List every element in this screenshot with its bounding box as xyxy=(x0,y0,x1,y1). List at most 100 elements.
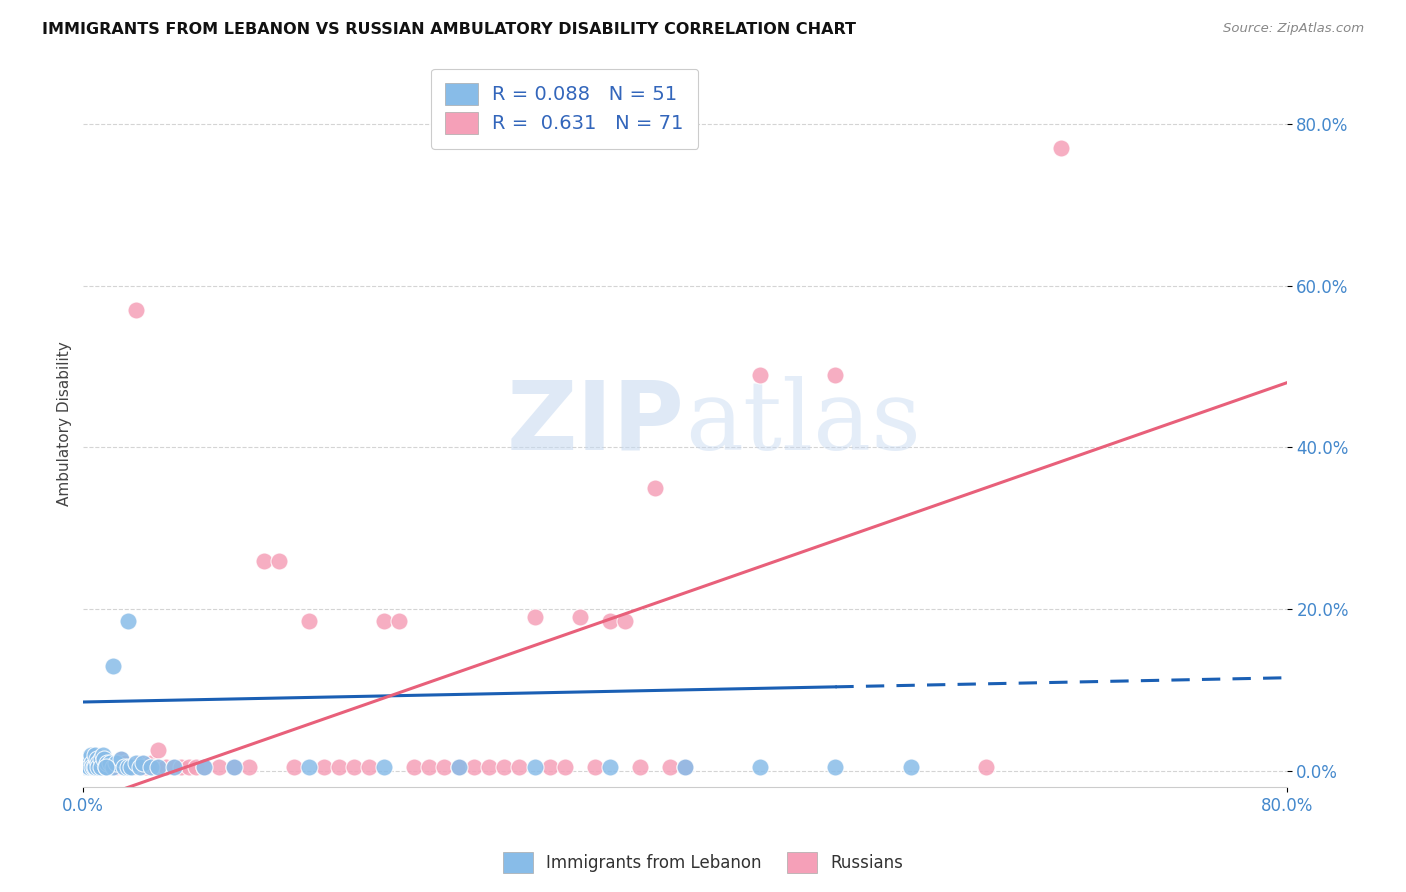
Y-axis label: Ambulatory Disability: Ambulatory Disability xyxy=(58,341,72,506)
Point xyxy=(749,759,772,773)
Point xyxy=(82,759,104,773)
Point xyxy=(73,759,96,773)
Point xyxy=(83,759,105,773)
Point xyxy=(73,759,96,773)
Point xyxy=(122,759,145,773)
Point xyxy=(83,756,105,770)
Point xyxy=(208,759,231,773)
Point xyxy=(114,756,136,770)
Point xyxy=(494,759,516,773)
Point xyxy=(974,759,997,773)
Point xyxy=(93,759,115,773)
Point xyxy=(75,759,97,773)
Text: atlas: atlas xyxy=(685,376,921,470)
Point xyxy=(105,756,128,770)
Point xyxy=(110,751,132,765)
Point xyxy=(658,759,681,773)
Point xyxy=(148,743,170,757)
Point xyxy=(328,759,350,773)
Point xyxy=(359,759,381,773)
Point xyxy=(125,756,148,770)
Point xyxy=(538,759,561,773)
Point xyxy=(673,759,696,773)
Point xyxy=(433,759,456,773)
Point xyxy=(155,759,177,773)
Point xyxy=(583,759,606,773)
Point xyxy=(628,759,651,773)
Point xyxy=(103,759,125,773)
Point xyxy=(193,759,215,773)
Point xyxy=(170,759,193,773)
Point xyxy=(148,759,170,773)
Point xyxy=(568,610,591,624)
Point xyxy=(343,759,366,773)
Point xyxy=(94,759,117,773)
Point xyxy=(91,756,114,770)
Point xyxy=(238,759,260,773)
Point xyxy=(508,759,530,773)
Point xyxy=(129,756,152,770)
Point xyxy=(79,759,101,773)
Point xyxy=(418,759,440,773)
Point xyxy=(523,759,546,773)
Point xyxy=(75,759,97,773)
Point xyxy=(177,759,200,773)
Point xyxy=(298,759,321,773)
Point xyxy=(253,553,276,567)
Point xyxy=(193,759,215,773)
Point xyxy=(449,759,471,773)
Point xyxy=(222,759,245,773)
Point xyxy=(749,368,772,382)
Legend: R = 0.088   N = 51, R =  0.631   N = 71: R = 0.088 N = 51, R = 0.631 N = 71 xyxy=(432,69,699,149)
Point xyxy=(644,481,666,495)
Point xyxy=(373,759,395,773)
Point xyxy=(132,756,155,770)
Point xyxy=(103,658,125,673)
Point xyxy=(184,759,207,773)
Point xyxy=(599,614,621,628)
Point xyxy=(900,759,922,773)
Point xyxy=(73,751,96,765)
Point xyxy=(84,759,107,773)
Point xyxy=(449,759,471,773)
Point xyxy=(94,759,117,773)
Point xyxy=(129,759,152,773)
Point xyxy=(110,751,132,765)
Point xyxy=(132,759,155,773)
Point xyxy=(82,756,104,770)
Point xyxy=(824,759,846,773)
Point xyxy=(613,614,636,628)
Point xyxy=(162,759,184,773)
Point xyxy=(222,759,245,773)
Point xyxy=(94,759,117,773)
Text: ZIP: ZIP xyxy=(508,376,685,470)
Point xyxy=(554,759,576,773)
Point xyxy=(86,751,108,765)
Point xyxy=(84,759,107,773)
Legend: Immigrants from Lebanon, Russians: Immigrants from Lebanon, Russians xyxy=(496,846,910,880)
Point xyxy=(76,756,98,770)
Point xyxy=(117,614,139,628)
Point xyxy=(90,751,112,765)
Point xyxy=(90,759,112,773)
Point xyxy=(135,759,157,773)
Point xyxy=(75,751,97,765)
Point xyxy=(139,756,162,770)
Point xyxy=(162,759,184,773)
Point xyxy=(283,759,305,773)
Point xyxy=(76,756,98,770)
Point xyxy=(87,756,110,770)
Point xyxy=(125,303,148,318)
Point xyxy=(86,751,108,765)
Point xyxy=(267,553,290,567)
Point xyxy=(79,759,101,773)
Point xyxy=(312,759,335,773)
Point xyxy=(117,759,139,773)
Point xyxy=(824,368,846,382)
Point xyxy=(79,751,101,765)
Point xyxy=(98,759,121,773)
Point xyxy=(73,756,96,770)
Point xyxy=(87,756,110,770)
Point xyxy=(76,759,98,773)
Point xyxy=(84,747,107,762)
